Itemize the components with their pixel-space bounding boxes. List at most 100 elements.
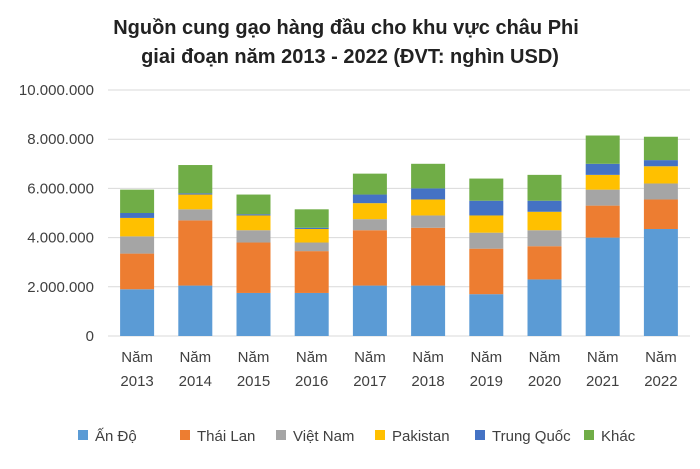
bar-segment bbox=[469, 178, 504, 201]
bar-segment bbox=[643, 183, 678, 200]
bar-segment bbox=[643, 160, 678, 167]
bar-segment bbox=[294, 292, 329, 336]
legend-label: Ấn Độ bbox=[95, 428, 137, 445]
legend-swatch bbox=[180, 430, 190, 440]
bar-segment bbox=[527, 230, 562, 247]
bar-segment bbox=[236, 215, 271, 231]
legend-item: Ấn Độ bbox=[78, 428, 137, 445]
bar-segment bbox=[585, 189, 620, 206]
x-axis-labels: Năm 2013 Năm 2014 Năm 2015 Năm 2016 Năm 2017 Năm 20… bbox=[120, 349, 677, 390]
legend-label: Việt Nam bbox=[293, 428, 354, 445]
bar-segment bbox=[178, 209, 213, 221]
legend-label: Khác bbox=[601, 428, 636, 445]
bar-segment bbox=[411, 227, 446, 286]
bar-segment bbox=[585, 237, 620, 336]
bar-stack bbox=[585, 135, 620, 336]
bar-segment bbox=[469, 215, 504, 233]
x-tick-label: 2014 bbox=[179, 373, 212, 390]
bar-stack bbox=[236, 194, 271, 336]
bar-segment bbox=[585, 135, 620, 164]
bar-stack bbox=[178, 165, 213, 336]
x-tick-label: 2013 bbox=[120, 373, 153, 390]
legend-label: Trung Quốc bbox=[492, 428, 571, 445]
x-tick-label: 2020 bbox=[528, 373, 561, 390]
legend-item: Việt Nam bbox=[276, 428, 354, 445]
x-tick-label: Năm bbox=[412, 349, 444, 366]
x-tick-label: 2017 bbox=[353, 373, 386, 390]
bar-segment bbox=[178, 194, 213, 210]
bar-segment bbox=[469, 248, 504, 295]
bar-segment bbox=[352, 285, 387, 336]
x-tick-label: 2015 bbox=[237, 373, 270, 390]
bar-segment bbox=[352, 230, 387, 286]
x-tick-label: Năm bbox=[587, 349, 619, 366]
legend: Ấn Độ Thái Lan Việt Nam Pakistan Trung Quốc K… bbox=[78, 428, 636, 445]
legend-item: Thái Lan bbox=[180, 428, 255, 445]
y-tick-label: 2.000.000 bbox=[27, 279, 94, 296]
bar-segment bbox=[294, 209, 329, 228]
bar-segment bbox=[469, 200, 504, 216]
bar-stacks bbox=[120, 135, 678, 336]
x-tick-label: 2016 bbox=[295, 373, 328, 390]
bar-segment bbox=[294, 227, 329, 229]
bar-segment bbox=[527, 246, 562, 280]
bar-segment bbox=[527, 279, 562, 336]
bar-segment bbox=[352, 203, 387, 220]
x-tick-label: Năm bbox=[179, 349, 211, 366]
bar-stack bbox=[469, 178, 504, 336]
legend-label: Thái Lan bbox=[197, 428, 255, 445]
bar-segment bbox=[236, 230, 271, 243]
y-tick-label: 10.000.000 bbox=[19, 82, 94, 99]
x-tick-label: Năm bbox=[645, 349, 677, 366]
legend-item: Khác bbox=[584, 428, 636, 445]
bar-segment bbox=[178, 165, 213, 194]
x-tick-label: 2019 bbox=[470, 373, 503, 390]
legend-swatch bbox=[584, 430, 594, 440]
bar-segment bbox=[411, 215, 446, 228]
bar-segment bbox=[352, 194, 387, 204]
bar-segment bbox=[411, 285, 446, 336]
x-tick-label: Năm bbox=[470, 349, 502, 366]
legend-swatch bbox=[475, 430, 485, 440]
bar-stack bbox=[527, 174, 562, 336]
bar-stack bbox=[352, 173, 387, 336]
bar-segment bbox=[527, 174, 562, 201]
chart-title-line-2: giai đoạn năm 2013 - 2022 (ĐVT: nghìn US… bbox=[141, 46, 559, 68]
bar-segment bbox=[643, 199, 678, 229]
x-tick-label: Năm bbox=[121, 349, 153, 366]
x-tick-label: Năm bbox=[354, 349, 386, 366]
y-tick-label: 6.000.000 bbox=[27, 180, 94, 197]
bar-stack bbox=[643, 136, 678, 336]
bar-segment bbox=[411, 163, 446, 189]
chart-title-line-1: Nguồn cung gạo hàng đầu cho khu vực châu… bbox=[113, 17, 579, 39]
bar-segment bbox=[352, 219, 387, 231]
x-tick-label: Năm bbox=[529, 349, 561, 366]
x-tick-label: 2022 bbox=[644, 373, 677, 390]
legend-label: Pakistan bbox=[392, 428, 450, 445]
bar-segment bbox=[585, 174, 620, 190]
bar-segment bbox=[643, 166, 678, 184]
bar-segment bbox=[469, 294, 504, 336]
bar-segment bbox=[120, 217, 155, 237]
bar-segment bbox=[527, 200, 562, 212]
bar-segment bbox=[643, 136, 678, 161]
y-tick-label: 0 bbox=[86, 328, 94, 345]
bar-segment bbox=[585, 205, 620, 238]
y-axis-ticks: 0 2.000.000 4.000.000 6.000.000 8.000.000 10.… bbox=[19, 82, 94, 345]
bar-segment bbox=[120, 189, 155, 213]
x-tick-label: Năm bbox=[238, 349, 270, 366]
bar-segment bbox=[294, 228, 329, 243]
x-tick-label: 2018 bbox=[411, 373, 444, 390]
legend-item: Trung Quốc bbox=[475, 428, 571, 445]
bar-segment bbox=[236, 292, 271, 336]
bar-segment bbox=[411, 188, 446, 200]
legend-swatch bbox=[375, 430, 385, 440]
legend-item: Pakistan bbox=[375, 428, 450, 445]
legend-swatch bbox=[276, 430, 286, 440]
bar-segment bbox=[352, 173, 387, 195]
x-tick-label: Năm bbox=[296, 349, 328, 366]
bar-segment bbox=[294, 242, 329, 252]
bar-segment bbox=[294, 251, 329, 293]
